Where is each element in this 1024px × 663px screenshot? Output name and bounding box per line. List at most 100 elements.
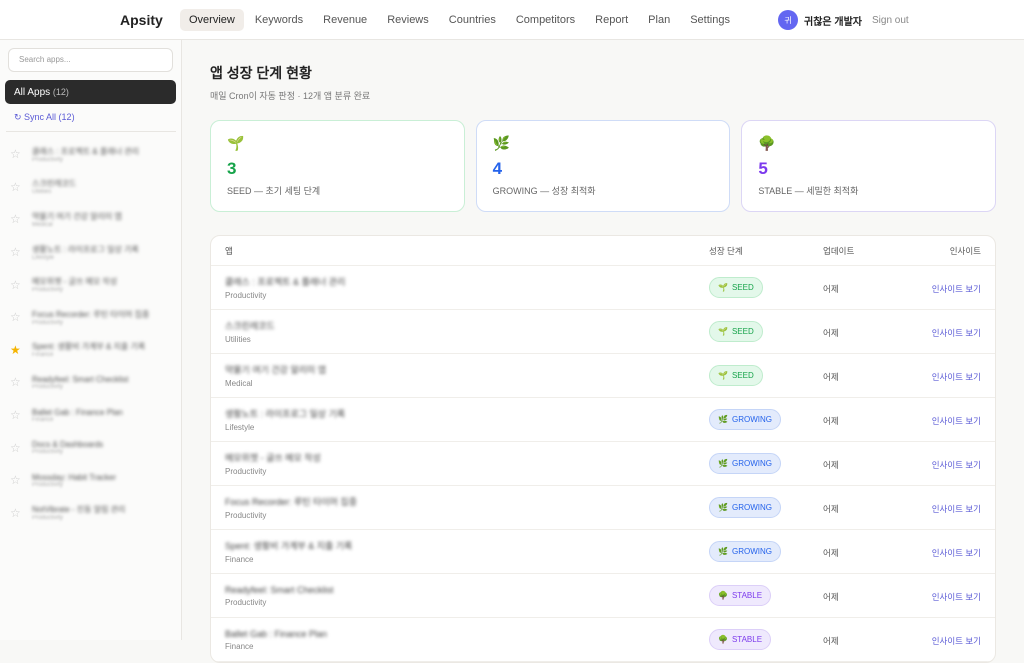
avatar[interactable]: 귀 — [778, 10, 798, 30]
stage-count: 4 — [492, 159, 503, 178]
insight-link[interactable]: 인사이트 보기 — [931, 371, 981, 382]
sidebar-app-item[interactable]: ☆ 생활노트 : 라이프로그 일상 기록 Lifestyle — [10, 236, 175, 269]
table-row[interactable]: Readyfeel: Smart Checklist Productivity 🌳 S… — [211, 574, 995, 618]
sidebar-app-item[interactable]: ☆ 스크린레코드 Utilities — [10, 171, 175, 204]
insight-link[interactable]: 인사이트 보기 — [931, 503, 981, 514]
insight-cell: 인사이트 보기 — [903, 411, 981, 429]
insight-link[interactable]: 인사이트 보기 — [931, 635, 981, 646]
stage-badge: 🌱 SEED — [709, 321, 763, 342]
star-icon[interactable]: ☆ — [10, 147, 21, 162]
star-icon[interactable]: ☆ — [10, 473, 21, 488]
star-icon[interactable]: ★ — [10, 342, 21, 357]
app-name: Focus Recorder: 루틴 타이머 집중 — [32, 309, 150, 319]
user-name: 귀찮은 개발자 — [804, 16, 862, 28]
tab-plan[interactable]: Plan — [648, 14, 671, 26]
sidebar-app-item[interactable]: ☆ Docs & Dashboards Productivity — [10, 431, 175, 464]
star-icon[interactable]: ☆ — [10, 505, 21, 520]
app-cell: Readyfeel: Smart Checklist Productivity — [225, 585, 709, 607]
app-category: Productivity — [32, 481, 64, 488]
insight-link[interactable]: 인사이트 보기 — [931, 327, 981, 338]
stage-text: SEED — [731, 371, 754, 380]
tab-reviews[interactable]: Reviews — [387, 14, 429, 26]
star-icon[interactable]: ☆ — [10, 408, 21, 423]
app-category: Utilities — [32, 189, 52, 196]
star-icon[interactable]: ☆ — [10, 245, 21, 260]
app-name: Docs & Dashboards — [32, 440, 104, 450]
insight-link[interactable]: 인사이트 보기 — [931, 591, 981, 602]
table-row[interactable]: Focus Recorder: 루틴 타이머 집중 Productivity 🌿 GR… — [211, 486, 995, 530]
app-category: Lifestyle — [32, 254, 55, 261]
table-row[interactable]: 생활노트 : 라이프로그 일상 기록 Lifestyle 🌿 GROWING 어제 인사이… — [211, 398, 995, 442]
stage-text: GROWING — [731, 547, 772, 556]
insight-cell: 인사이트 보기 — [903, 587, 981, 605]
table-row[interactable]: 클래스 : 프로젝트 & 플래너 관리 Productivity 🌱 SEED 어제 인사… — [211, 266, 995, 310]
sign-out-link[interactable]: Sign out — [871, 14, 909, 26]
insight-cell: 인사이트 보기 — [903, 543, 981, 561]
star-icon[interactable]: ☆ — [10, 179, 21, 194]
all-apps-count: (12) — [52, 87, 69, 97]
updated-text: 어제 — [823, 283, 839, 294]
sidebar-app-item[interactable]: ☆ NotVibrate - 진동 알림 관리 Productivity — [10, 497, 175, 530]
insight-cell: 인사이트 보기 — [903, 279, 981, 297]
app-category: Productivity — [225, 291, 267, 300]
sync-all-button[interactable]: ↻ Sync All (12) — [14, 112, 75, 122]
table-row[interactable]: Ballet Gab : Finance Plan Finance 🌳 STABLE 어… — [211, 618, 995, 662]
table-row[interactable]: 스크린레코드 Utilities 🌱 SEED 어제 인사이트 보기 — [211, 310, 995, 354]
stage-summary-cards: 🌱 3 SEED — 초기 세팅 단계 🌿 4 GROWING — 성장 최적화 🌳 5 STA… — [210, 120, 997, 212]
insight-cell: 인사이트 보기 — [903, 455, 981, 473]
insight-link[interactable]: 인사이트 보기 — [931, 459, 981, 470]
sidebar-app-item[interactable]: ☆ Ballet Gab : Finance Plan Finance — [10, 399, 175, 432]
tab-report[interactable]: Report — [595, 14, 629, 26]
tab-countries[interactable]: Countries — [448, 14, 496, 26]
sidebar-app-item[interactable]: ☆ 메모위젯 - 글쓰 메모 작성 Productivity — [10, 268, 175, 301]
tab-revenue[interactable]: Revenue — [323, 14, 368, 26]
sidebar-app-item[interactable]: ☆ 약물기 여기 건강 알리미 앱 Medical — [10, 203, 175, 236]
growing-icon: 🌿 — [718, 415, 728, 424]
updated-cell: 어제 — [823, 499, 903, 517]
app-name: 생활노트 : 라이프로그 일상 기록 — [32, 244, 139, 254]
star-icon[interactable]: ☆ — [10, 375, 21, 390]
app-category: Finance — [225, 641, 254, 651]
all-apps-button[interactable]: All Apps (12) — [5, 80, 176, 104]
logo[interactable]: Apsity — [120, 12, 163, 28]
tab-competitors[interactable]: Competitors — [515, 14, 576, 26]
insight-link[interactable]: 인사이트 보기 — [931, 547, 981, 558]
insight-link[interactable]: 인사이트 보기 — [931, 415, 981, 426]
insight-cell: 인사이트 보기 — [903, 367, 981, 385]
star-icon[interactable]: ☆ — [10, 212, 21, 227]
app-cell: 메모위젯 - 글쓰 메모 작성 Productivity — [225, 451, 709, 476]
updated-cell: 어제 — [823, 587, 903, 605]
apps-table: 앱 성장 단계 업데이트 인사이트 클래스 : 프로젝트 & 플래너 관리 Pro… — [210, 235, 996, 663]
search-input[interactable]: Search apps... — [8, 48, 173, 72]
stage-cell: 🌿 GROWING — [709, 497, 823, 518]
stage-badge: 🌱 SEED — [709, 365, 763, 386]
star-icon[interactable]: ☆ — [10, 440, 21, 455]
sidebar-app-item[interactable]: ☆ Focus Recorder: 루틴 타이머 집중 Productivity — [10, 301, 175, 334]
stage-badge: 🌱 SEED — [709, 277, 763, 298]
updated-cell: 어제 — [823, 279, 903, 297]
sidebar-app-item[interactable]: ☆ Mossday: Habit Tracker Productivity — [10, 464, 175, 497]
sidebar-app-item[interactable]: ☆ 클래스 : 프로젝트 & 플래너 관리 Productivity — [10, 138, 175, 171]
tab-keywords[interactable]: Keywords — [254, 14, 304, 26]
app-cell: 스크린레코드 Utilities — [225, 319, 709, 344]
app-category: Productivity — [32, 287, 64, 294]
tab-settings[interactable]: Settings — [690, 14, 730, 26]
app-category: Finance — [225, 555, 254, 564]
insight-link[interactable]: 인사이트 보기 — [931, 283, 981, 294]
star-icon[interactable]: ☆ — [10, 277, 21, 292]
app-category: Productivity — [32, 156, 64, 163]
table-row[interactable]: Spent: 생활비 가계부 & 지출 기록 Finance 🌿 GROWING 어제 인… — [211, 530, 995, 574]
star-icon[interactable]: ☆ — [10, 310, 21, 325]
stage-text: GROWING — [731, 503, 772, 512]
sidebar-app-item[interactable]: ☆ Readyfeel: Smart Checklist Productivity — [10, 366, 175, 399]
col-stage: 성장 단계 — [709, 245, 743, 256]
sidebar-app-item[interactable]: ★ Spent: 생활비 가계부 & 지출 기록 Finance — [10, 334, 175, 367]
app-name: 약물기 여기 건강 알리미 앱 — [32, 211, 122, 221]
table-row[interactable]: 약물기 여기 건강 알리미 앱 Medical 🌱 SEED 어제 인사이트 보기 — [211, 354, 995, 398]
stage-cell: 🌿 GROWING — [709, 409, 823, 430]
app-name: Ballet Gab : Finance Plan — [32, 407, 123, 417]
stage-card: 🌿 4 GROWING — 성장 최적화 — [475, 120, 731, 212]
table-row[interactable]: 메모위젯 - 글쓰 메모 작성 Productivity 🌿 GROWING 어제 인사이… — [211, 442, 995, 486]
app-cell: Focus Recorder: 루틴 타이머 집중 Productivity — [225, 495, 709, 520]
tab-overview[interactable]: Overview — [180, 9, 244, 31]
